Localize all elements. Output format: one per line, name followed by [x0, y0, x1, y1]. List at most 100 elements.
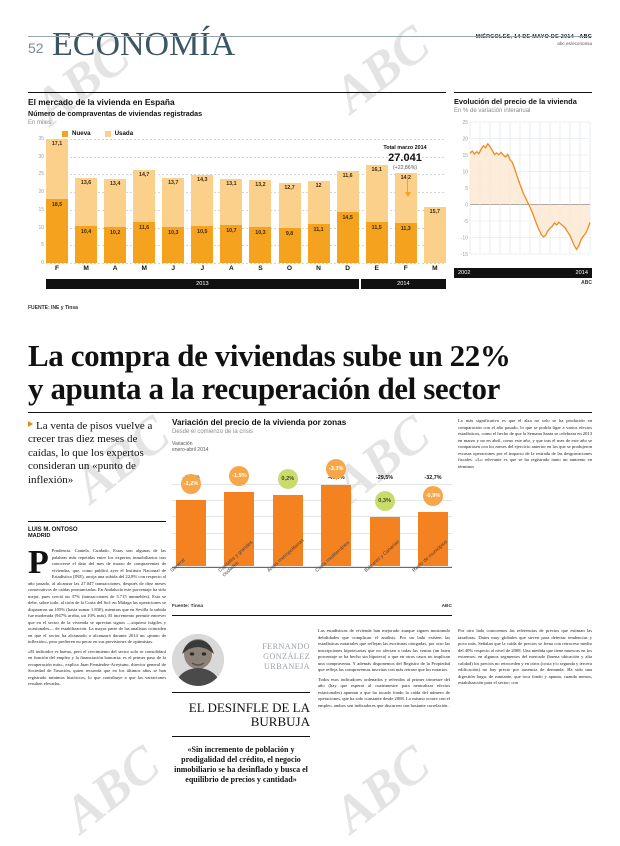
divider — [172, 692, 310, 693]
bar-plot-area: 35 30 25 20 15 10 5 0 17,1 18,5 13,6 10,4 13,4 10,2 14… — [38, 136, 446, 266]
body-paragraph: Lo más significativo es que el alza no s… — [458, 418, 592, 469]
chart-variacion-zonas: Variación del precio de la vivienda por … — [169, 418, 452, 616]
bar-column[interactable]: 14,2 11,3 — [394, 139, 417, 263]
bar-segment-usada: 13,1 — [220, 178, 243, 226]
byline-rule — [28, 521, 166, 522]
headline-line-2: y apunta a la recuperación del sector — [28, 370, 500, 406]
bar-group: 17,1 18,5 13,6 10,4 13,4 10,2 14,7 11,6 13,7 10,3… — [46, 139, 446, 263]
bar-segment-usada: 11,6 — [336, 170, 359, 212]
y-axis-tick: 35 — [38, 136, 44, 142]
x-axis-tick: D — [345, 265, 350, 272]
bar-segment-nueva: 10,3 — [162, 226, 185, 263]
watermark-abc: ABC — [53, 735, 171, 844]
x-axis-tick: A — [228, 265, 234, 272]
chart-note: Variación enero-abril 2014 — [172, 441, 209, 454]
bar-value-label: 10,3 — [168, 229, 179, 236]
gridline — [172, 499, 452, 501]
y-axis-tick: 15 — [462, 153, 468, 159]
bar-column[interactable]: 11,6 14,5 — [336, 139, 359, 263]
bar-segment-nueva: 10,5 — [191, 225, 214, 263]
year-band: 2013 2014 — [46, 279, 446, 289]
byline: LUIS M. ONTOSO MADRID — [28, 527, 166, 539]
bar-column[interactable]: 13,4 10,2 — [104, 139, 127, 263]
legend-swatch-icon — [104, 130, 111, 137]
bar-value-label: -29,5% — [376, 474, 394, 481]
bar-column[interactable]: 14,7 11,6 — [133, 139, 156, 263]
bar-segment-usada: 17,1 — [46, 139, 68, 199]
gridline — [172, 532, 452, 534]
bar-segment-nueva: 11,6 — [133, 221, 156, 263]
bar-value-label: 13,4 — [109, 181, 121, 188]
bar-value-label: 10,3 — [255, 229, 266, 236]
bar-value-label: 14,5 — [342, 214, 353, 221]
year-band-label: 2013 — [46, 279, 359, 289]
headline-rule — [28, 412, 592, 413]
bar-segment-nueva: 10,3 — [249, 226, 272, 263]
y-axis-tick: 10 — [38, 224, 44, 231]
x-axis-tick: J — [200, 265, 205, 272]
bar-column[interactable]: 13,6 10,4 — [75, 139, 98, 263]
bar-column[interactable]: 13,2 10,3 — [249, 139, 272, 263]
zones-plot: -40,1%-44,7%-42,8%-48,9%-29,5%-32,7% Gen… — [169, 456, 452, 606]
chart-legend: Nueva Usada — [62, 130, 446, 137]
watermark-abc: ABC — [323, 735, 441, 844]
opinion-author: FERNANDO GONZÁLEZ URBANEJA — [262, 642, 310, 671]
x-axis-tick: N — [316, 265, 321, 272]
bar-segment-nueva: 10,2 — [104, 226, 127, 263]
x-label-start: 2002 — [458, 270, 471, 276]
bar-value-label: 18,5 — [51, 201, 63, 208]
masthead: 52 ECONOMÍA MIÉRCOLES, 14 DE MAYO DE 201… — [28, 26, 592, 66]
bar-column[interactable]: 16,1 11,5 — [365, 139, 388, 263]
headline-line-1: La compra de viviendas sube un 22% — [28, 338, 511, 373]
bar-column[interactable]: 12,7 9,8 — [278, 139, 301, 263]
drop-cap: P — [28, 544, 49, 581]
bar-value-label: 14,7 — [139, 171, 150, 178]
gridline — [172, 565, 452, 567]
bar-column[interactable]: 13,1 10,7 — [220, 139, 243, 263]
bar-group: -40,1%-44,7%-42,8%-48,9%-29,5%-32,7% — [176, 475, 448, 566]
bar-value-label: 10,5 — [197, 228, 208, 235]
bar-column[interactable]: 13,7 10,3 — [162, 139, 185, 263]
bar-segment-nueva: 9,8 — [278, 228, 301, 263]
y-axis-tick: 5 — [465, 186, 468, 192]
variation-bubble: 0,2% — [277, 469, 298, 490]
x-axis-tick: Resto de municipios — [411, 539, 448, 606]
bar-segment-nueva: 11,5 — [365, 222, 388, 263]
bar-segment-nueva: 18,5 — [46, 198, 68, 263]
y-axis-tick: -5 — [464, 219, 469, 225]
chart-subtitle: Desde el comienzo de la crisis — [172, 429, 254, 435]
y-axis-tick: 0 — [465, 203, 468, 209]
page-headline: La compra de viviendas sube un 22% y apu… — [28, 338, 592, 406]
bar-segment-nueva: 10,7 — [220, 225, 243, 263]
bar-value-label: 11,3 — [400, 225, 411, 232]
bar-column[interactable]: 17,1 18,5 — [46, 139, 68, 263]
y-axis-tick: 20 — [462, 137, 468, 143]
bar-segment-usada: 14,3 — [191, 175, 214, 226]
zones-category-labels: General Capitales y grandes ciudades Áreas… — [169, 537, 448, 606]
divider — [172, 614, 452, 616]
bar-value-label: 12,7 — [284, 185, 295, 192]
line-year-band: 2002 2014 — [454, 268, 592, 278]
graphic-top: El mercado de la vivienda en España Núme… — [28, 92, 592, 332]
bar-value-label: 10,2 — [109, 229, 121, 236]
gridline — [46, 139, 446, 140]
bar-column[interactable]: -29,5% — [369, 475, 400, 566]
y-axis-tick: -10 — [461, 236, 468, 242]
divider — [28, 92, 446, 93]
bar-column[interactable]: 12 11,1 — [307, 139, 330, 263]
bar-column[interactable]: 14,3 10,5 — [191, 139, 214, 263]
body-column-2: Las estadísticas de vivienda han mejorad… — [318, 628, 450, 712]
x-axis-tick: O — [286, 265, 293, 272]
bar-value-label: 15,7 — [429, 209, 440, 216]
body-paragraph: Por otro lado conocemos las referencias … — [458, 628, 592, 686]
dateline-text: MIÉRCOLES, 14 DE MAYO DE 2014 — [475, 34, 574, 40]
bar-segment-usada: 13,7 — [162, 177, 185, 227]
opinion-box: FERNANDO GONZÁLEZ URBANEJA EL DESINFLE D… — [172, 628, 310, 785]
bar-chart: 35 30 25 20 15 10 5 0 17,1 18,5 13,6 10,4 13,4 10,2 14… — [28, 136, 446, 279]
bar-column[interactable]: 15,7 — [423, 139, 446, 263]
x-axis-tick: General — [169, 557, 206, 606]
chart-source: Fuente: Tinsa — [172, 603, 204, 609]
bar-column[interactable]: -32,7% — [417, 475, 448, 566]
